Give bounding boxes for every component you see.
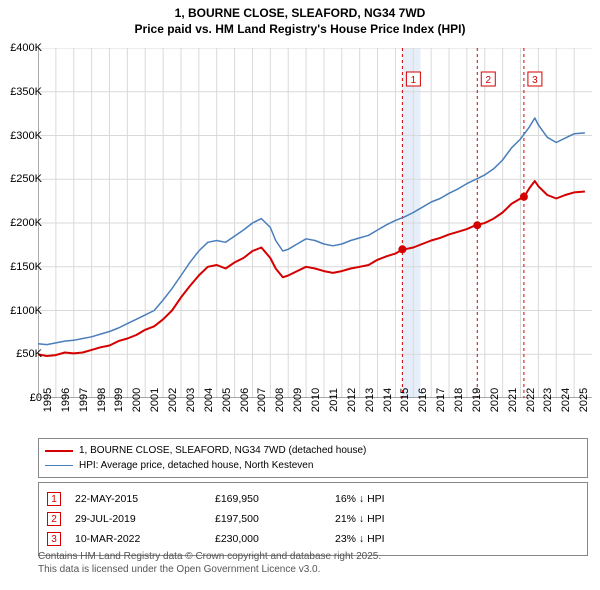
- x-tick-label: 2018: [453, 388, 465, 412]
- svg-text:1: 1: [411, 75, 417, 86]
- x-tick-label: 2012: [346, 388, 358, 412]
- sales-row: 1 22-MAY-2015£169,95016% ↓ HPI: [47, 489, 579, 509]
- sale-date: 29-JUL-2019: [75, 513, 215, 525]
- x-tick-label: 2009: [292, 388, 304, 412]
- y-tick-label: £250K: [10, 173, 42, 185]
- x-tick-label: 2001: [149, 388, 161, 412]
- title-block: 1, BOURNE CLOSE, SLEAFORD, NG34 7WD Pric…: [0, 0, 600, 37]
- x-tick-label: 2008: [274, 388, 286, 412]
- x-tick-label: 2005: [221, 388, 233, 412]
- y-tick-label: £200K: [10, 217, 42, 229]
- y-tick-label: £350K: [10, 86, 42, 98]
- svg-text:3: 3: [532, 75, 538, 86]
- legend-label-property: 1, BOURNE CLOSE, SLEAFORD, NG34 7WD (det…: [79, 443, 366, 458]
- chart-plot-area: 1 2 3: [38, 48, 592, 398]
- x-tick-label: 2025: [578, 388, 590, 412]
- legend-row-property: 1, BOURNE CLOSE, SLEAFORD, NG34 7WD (det…: [45, 443, 581, 458]
- sales-table: 1 22-MAY-2015£169,95016% ↓ HPI 2 29-JUL-201…: [38, 482, 588, 556]
- x-tick-label: 2022: [525, 388, 537, 412]
- sale-date: 22-MAY-2015: [75, 493, 215, 505]
- x-tick-label: 1996: [60, 388, 72, 412]
- x-tick-label: 2019: [471, 388, 483, 412]
- legend-box: 1, BOURNE CLOSE, SLEAFORD, NG34 7WD (det…: [38, 438, 588, 478]
- sale-price: £169,950: [215, 493, 335, 505]
- y-tick-label: £400K: [10, 42, 42, 54]
- title-line2: Price paid vs. HM Land Registry's House …: [0, 22, 600, 38]
- x-tick-label: 1997: [78, 388, 90, 412]
- sale-price: £197,500: [215, 513, 335, 525]
- y-tick-label: £300K: [10, 130, 42, 142]
- sales-row: 3 10-MAR-2022£230,00023% ↓ HPI: [47, 529, 579, 549]
- legend-label-hpi: HPI: Average price, detached house, Nort…: [79, 458, 313, 473]
- footer-line2: This data is licensed under the Open Gov…: [38, 563, 588, 576]
- x-tick-label: 2017: [435, 388, 447, 412]
- footer-line1: Contains HM Land Registry data © Crown c…: [38, 550, 588, 563]
- y-tick-label: £150K: [10, 261, 42, 273]
- x-tick-label: 2023: [542, 388, 554, 412]
- title-line1: 1, BOURNE CLOSE, SLEAFORD, NG34 7WD: [0, 6, 600, 22]
- x-tick-label: 2007: [256, 388, 268, 412]
- x-tick-label: 2015: [399, 388, 411, 412]
- x-tick-label: 2011: [328, 388, 340, 412]
- chart-svg: 1 2 3: [38, 48, 592, 398]
- x-tick-label: 2024: [560, 388, 572, 412]
- x-tick-label: 2010: [310, 388, 322, 412]
- y-tick-label: £0: [30, 392, 42, 404]
- x-tick-label: 2020: [489, 388, 501, 412]
- x-tick-label: 1995: [42, 388, 54, 412]
- legend-swatch-property: [45, 450, 73, 452]
- sale-price: £230,000: [215, 533, 335, 545]
- x-tick-label: 2004: [203, 388, 215, 412]
- sale-marker-icon: 2: [47, 512, 61, 526]
- sale-marker-icon: 1: [47, 492, 61, 506]
- x-tick-label: 2013: [364, 388, 376, 412]
- legend-swatch-hpi: [45, 465, 73, 466]
- footer: Contains HM Land Registry data © Crown c…: [38, 550, 588, 576]
- x-tick-label: 2021: [507, 388, 519, 412]
- x-tick-label: 1998: [96, 388, 108, 412]
- x-tick-label: 2006: [239, 388, 251, 412]
- x-tick-label: 1999: [113, 388, 125, 412]
- sale-diff: 21% ↓ HPI: [335, 513, 455, 525]
- sale-marker-icon: 3: [47, 532, 61, 546]
- x-tick-label: 2014: [382, 388, 394, 412]
- x-tick-label: 2000: [131, 388, 143, 412]
- x-tick-label: 2003: [185, 388, 197, 412]
- sale-date: 10-MAR-2022: [75, 533, 215, 545]
- y-tick-label: £100K: [10, 305, 42, 317]
- y-tick-label: £50K: [16, 348, 42, 360]
- svg-text:2: 2: [485, 75, 491, 86]
- sales-row: 2 29-JUL-2019£197,50021% ↓ HPI: [47, 509, 579, 529]
- chart-container: 1, BOURNE CLOSE, SLEAFORD, NG34 7WD Pric…: [0, 0, 600, 590]
- sale-diff: 23% ↓ HPI: [335, 533, 455, 545]
- sale-diff: 16% ↓ HPI: [335, 493, 455, 505]
- x-tick-label: 2002: [167, 388, 179, 412]
- legend-row-hpi: HPI: Average price, detached house, Nort…: [45, 458, 581, 473]
- x-tick-label: 2016: [417, 388, 429, 412]
